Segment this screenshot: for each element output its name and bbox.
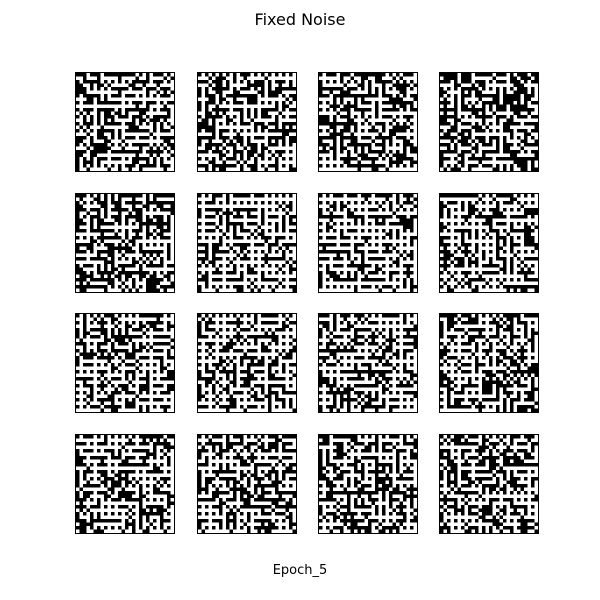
sample-3-1 (75, 313, 175, 413)
noise-pattern (319, 435, 417, 533)
noise-pattern (198, 314, 296, 412)
noise-pattern (76, 194, 174, 292)
sample-1-3 (318, 72, 418, 172)
sample-2-3 (318, 193, 418, 293)
noise-pattern (198, 73, 296, 171)
noise-pattern (76, 314, 174, 412)
sample-4-3 (318, 434, 418, 534)
noise-pattern (440, 314, 538, 412)
sample-3-3 (318, 313, 418, 413)
sample-3-2 (197, 313, 297, 413)
noise-pattern (319, 73, 417, 171)
sample-2-4 (439, 193, 539, 293)
noise-pattern (198, 194, 296, 292)
noise-pattern (440, 194, 538, 292)
noise-pattern (198, 435, 296, 533)
sample-2-1 (75, 193, 175, 293)
noise-pattern (76, 73, 174, 171)
noise-pattern (76, 435, 174, 533)
figure-title: Fixed Noise (254, 10, 346, 29)
sample-1-1 (75, 72, 175, 172)
epoch-label: Epoch_5 (272, 563, 328, 578)
sample-2-2 (197, 193, 297, 293)
noise-pattern (440, 73, 538, 171)
sample-4-2 (197, 434, 297, 534)
sample-1-4 (439, 72, 539, 172)
noise-pattern (319, 194, 417, 292)
sample-1-2 (197, 72, 297, 172)
sample-3-4 (439, 313, 539, 413)
noise-pattern (440, 435, 538, 533)
noise-pattern (319, 314, 417, 412)
sample-4-1 (75, 434, 175, 534)
sample-4-4 (439, 434, 539, 534)
